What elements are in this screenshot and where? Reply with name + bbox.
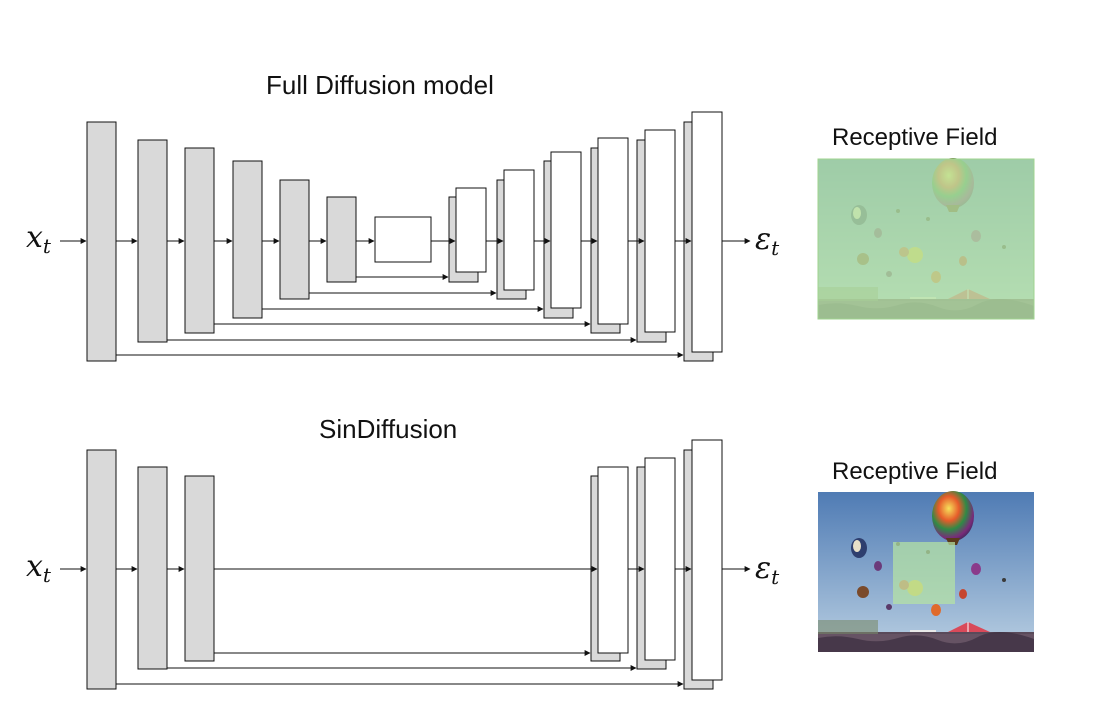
top-receptive-field-title: Receptive Field: [832, 124, 998, 151]
top-encoder-block-2: [137, 139, 168, 343]
top-encoder-block-6: [326, 196, 357, 283]
bottom-receptive-field-image: [817, 490, 1035, 653]
bottom-skip-connections: [116, 650, 684, 687]
bottom-decoder-block-1: [597, 466, 629, 654]
sindiffusion-title: SinDiffusion: [319, 414, 458, 444]
top-decoder-block-2: [503, 169, 535, 291]
bottom-input-label: xt: [26, 549, 51, 587]
top-decoder-block-5: [644, 129, 676, 333]
top-decoder-block-4: [597, 137, 629, 325]
top-input-label: xt: [26, 220, 51, 258]
top-encoder-block-5: [279, 179, 310, 300]
bottom-output-label: εt: [755, 551, 780, 589]
top-decoder-block-3: [550, 151, 582, 309]
top-bottleneck-block: [374, 216, 432, 263]
bottom-receptive-field-overlay: [893, 542, 955, 604]
bottom-encoder-block-2: [137, 466, 168, 670]
bottom-encoder-block-1: [86, 449, 117, 690]
top-encoder-block-1: [86, 121, 117, 362]
top-receptive-field-overlay: [817, 158, 1035, 320]
top-output-label: εt: [755, 222, 780, 260]
top-decoder-block-6: [691, 111, 723, 353]
bottom-unet: [86, 439, 723, 690]
top-receptive-field-image: [817, 157, 1035, 320]
full-diffusion-title: Full Diffusion model: [266, 70, 494, 100]
bottom-decoder-block-3: [691, 439, 723, 681]
bottom-decoder-block-2: [644, 457, 676, 661]
top-encoder-block-3: [184, 147, 215, 334]
bottom-receptive-field-title: Receptive Field: [832, 458, 998, 485]
top-decoder-block-1: [455, 187, 487, 273]
bottom-encoder-block-3: [184, 475, 215, 662]
top-encoder-block-4: [232, 160, 263, 319]
top-skip-connections: [116, 274, 684, 358]
